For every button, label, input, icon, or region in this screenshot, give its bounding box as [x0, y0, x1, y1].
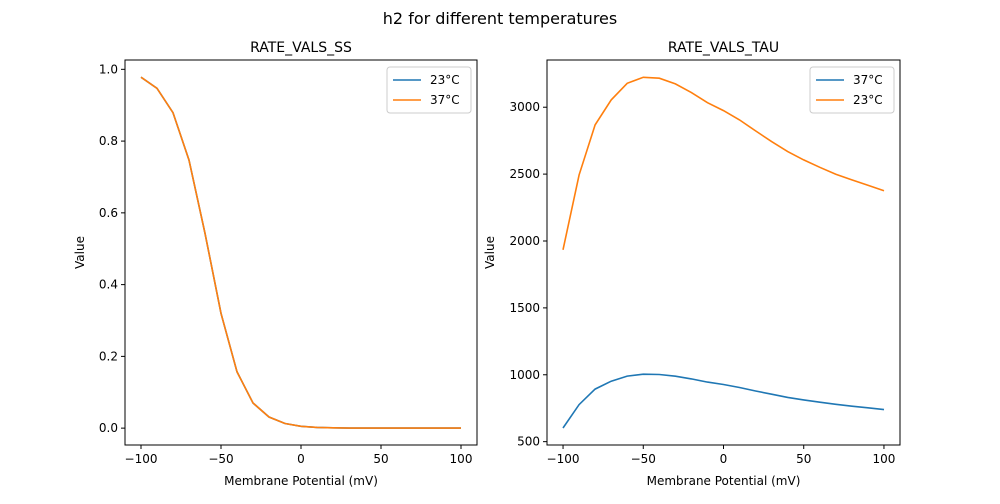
legend-label: 37°C	[430, 93, 460, 107]
legend-label: 23°C	[430, 73, 460, 87]
y-tick-label: 0.6	[99, 206, 118, 220]
subplot-2: RATE_VALS_TAU −100 −50 0 50 100 500 1000 1500 200…	[483, 40, 901, 488]
y-tick-label: 0.0	[99, 421, 118, 435]
y-tick-label: 2000	[509, 234, 540, 248]
series-line-37°C	[140, 76, 461, 429]
figure-title: h2 for different temperatures	[383, 9, 617, 28]
legend-box	[809, 66, 895, 114]
legend-label: 37°C	[853, 73, 883, 87]
x-tick-label: 0	[720, 452, 728, 466]
legend: 23°C 37°C	[386, 66, 472, 114]
x-axis-label: Membrane Potential (mV)	[224, 474, 378, 488]
y-tick-label: 0.4	[99, 278, 118, 292]
y-tick-label: 2500	[509, 167, 540, 181]
series-line-23°C	[562, 76, 885, 250]
x-tick-label: −50	[631, 452, 656, 466]
subplot-1: RATE_VALS_SS −100 −50 0 50 100 0.0 0.2 0.4 0.6 0.8…	[73, 40, 478, 488]
x-tick-label: 100	[873, 452, 896, 466]
y-tick-label: 1.0	[99, 62, 118, 76]
y-tick-label: 1000	[509, 368, 540, 382]
y-tick-label: 3000	[509, 100, 540, 114]
series-line-37°C	[562, 373, 885, 429]
axes-frame	[546, 59, 901, 446]
x-tick-label: 0	[297, 452, 305, 466]
legend-label: 23°C	[853, 93, 883, 107]
y-tick-label: 0.8	[99, 134, 118, 148]
legend-box	[386, 66, 472, 114]
y-tick-label: 0.2	[99, 349, 118, 363]
x-tick-label: 50	[373, 452, 388, 466]
x-tick-label: 50	[796, 452, 811, 466]
subplot-title: RATE_VALS_SS	[250, 40, 352, 56]
x-tick-label: −100	[547, 452, 580, 466]
legend: 37°C 23°C	[809, 66, 895, 114]
subplot-title: RATE_VALS_TAU	[668, 40, 779, 56]
y-axis-label: Value	[73, 236, 87, 269]
series-line-23°C	[140, 76, 461, 429]
x-tick-label: 100	[450, 452, 473, 466]
x-tick-label: −100	[125, 452, 158, 466]
y-tick-label: 1500	[509, 301, 540, 315]
x-axis-label: Membrane Potential (mV)	[647, 474, 801, 488]
y-tick-label: 500	[517, 435, 540, 449]
x-tick-label: −50	[208, 452, 233, 466]
axes-frame	[124, 59, 478, 446]
y-axis-label: Value	[483, 236, 497, 269]
